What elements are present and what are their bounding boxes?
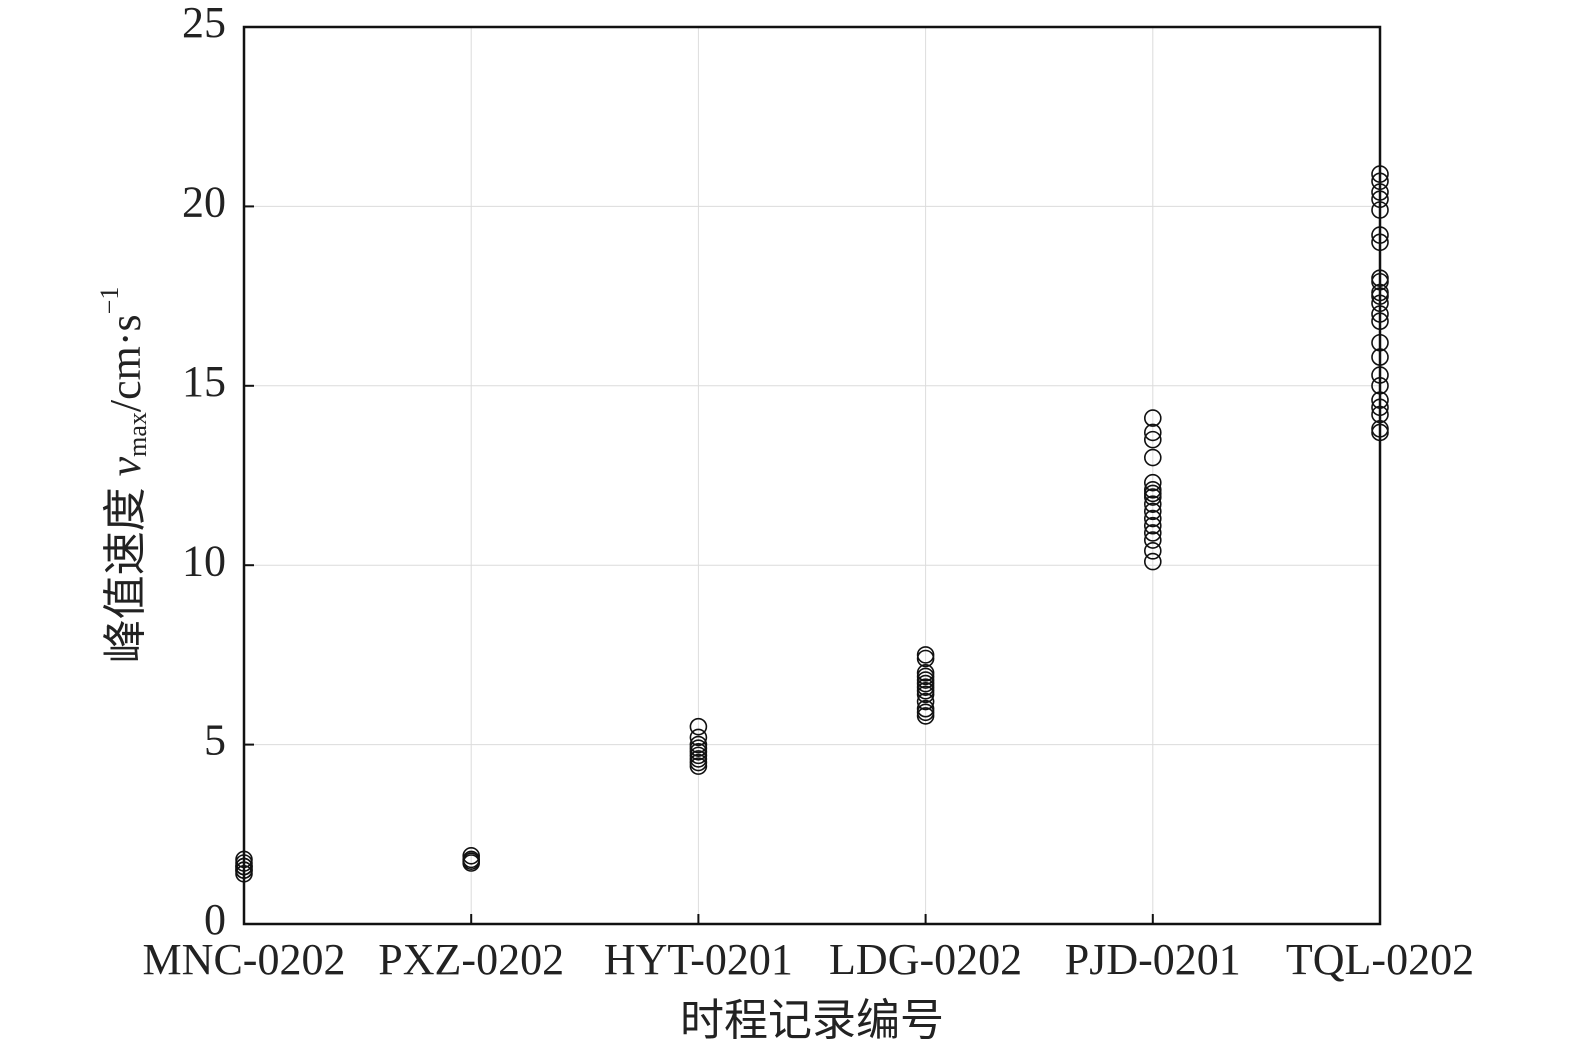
point — [1371, 305, 1389, 323]
point — [235, 857, 253, 876]
point — [1371, 269, 1389, 287]
point — [1144, 473, 1162, 492]
point — [1144, 516, 1162, 535]
y-axis-label-part: 峰值速度 — [101, 476, 150, 663]
point — [1144, 502, 1162, 521]
point — [1371, 233, 1389, 252]
y-tick-label: 15 — [182, 357, 226, 406]
point — [1371, 333, 1389, 352]
point — [916, 699, 935, 718]
point — [1371, 312, 1389, 331]
point — [1144, 542, 1162, 560]
x-tick-label: LDG-0202 — [829, 935, 1022, 984]
point — [1371, 190, 1389, 209]
x-tick-label: HYT-0201 — [604, 935, 793, 984]
point — [1144, 409, 1162, 427]
x-tick-label: MNC-0202 — [143, 935, 346, 984]
y-axis-label-part: v — [101, 456, 150, 476]
point — [1144, 552, 1162, 571]
x-axis-label: 时程记录编号 — [680, 996, 944, 1045]
y-axis-label-part: /cm·s — [101, 314, 150, 412]
point — [1371, 294, 1389, 313]
y-tick-label: 0 — [204, 895, 226, 944]
point — [235, 850, 253, 869]
point — [1371, 348, 1389, 366]
point — [1371, 226, 1389, 244]
y-axis-label: 峰值速度 vmax/cm·s−1 — [95, 287, 152, 664]
y-tick-label: 10 — [182, 536, 226, 585]
point — [1144, 495, 1162, 514]
point — [1371, 201, 1389, 219]
point — [916, 664, 935, 682]
point — [689, 717, 708, 736]
point — [1144, 423, 1162, 442]
point — [1371, 391, 1389, 409]
point — [1371, 366, 1389, 384]
y-tick-label: 5 — [204, 716, 226, 765]
point — [1144, 509, 1162, 528]
point — [1371, 420, 1389, 438]
y-tick-label: 20 — [182, 177, 226, 226]
point — [462, 847, 481, 865]
point — [1144, 524, 1162, 542]
y-tick-label: 25 — [182, 0, 226, 47]
point — [1144, 448, 1162, 467]
point — [689, 735, 708, 754]
point — [1371, 398, 1389, 417]
x-tick-label: TQL-0202 — [1286, 935, 1474, 984]
point — [689, 728, 708, 747]
plot-frame — [242, 25, 1382, 926]
point — [1371, 172, 1389, 191]
y-axis-label-part: −1 — [95, 287, 124, 315]
point — [1371, 165, 1389, 183]
point — [1144, 430, 1162, 449]
point — [1371, 183, 1389, 201]
point — [916, 692, 935, 711]
x-tick-label: PXZ-0202 — [378, 935, 564, 984]
point — [1371, 376, 1389, 395]
point — [462, 852, 481, 871]
point — [916, 646, 935, 664]
point — [1371, 283, 1389, 302]
point — [1371, 405, 1389, 424]
y-axis-label-part: max — [123, 412, 152, 457]
x-tick-label: PJD-0201 — [1065, 935, 1241, 984]
point — [1144, 531, 1162, 549]
point — [1144, 481, 1162, 499]
